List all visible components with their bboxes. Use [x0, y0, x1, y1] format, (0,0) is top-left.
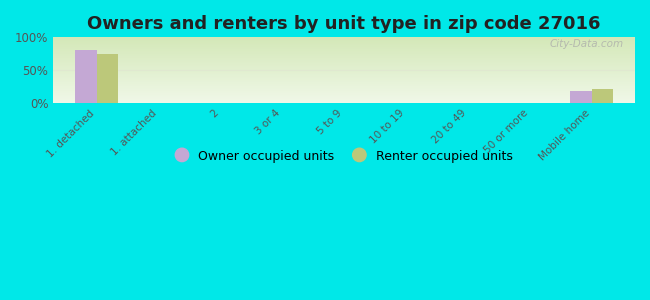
- Title: Owners and renters by unit type in zip code 27016: Owners and renters by unit type in zip c…: [87, 15, 601, 33]
- Bar: [75, 50, 97, 103]
- Bar: [592, 89, 614, 103]
- Legend: Owner occupied units, Renter occupied units: Owner occupied units, Renter occupied un…: [170, 144, 519, 169]
- Text: City-Data.com: City-Data.com: [549, 39, 623, 49]
- Bar: [97, 54, 118, 103]
- Bar: [570, 91, 592, 103]
